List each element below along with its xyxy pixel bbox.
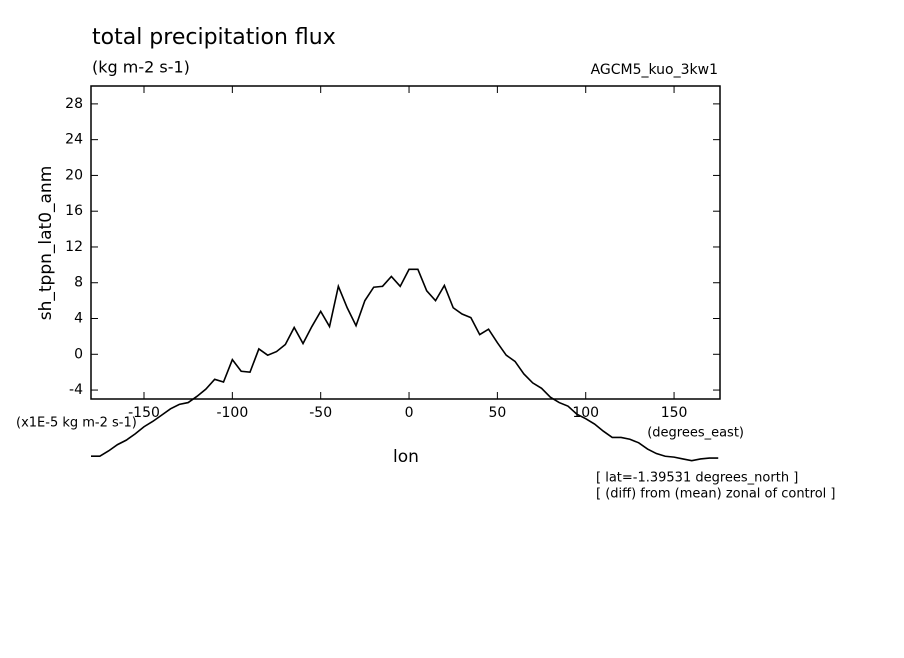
x-tick-label: 50 (488, 405, 506, 421)
x-units: (degrees_east) (647, 426, 744, 441)
y-units: (x1E-5 kg m-2 s-1) (16, 416, 137, 431)
x-tick-label: 0 (405, 405, 414, 421)
chart-title: total precipitation flux (92, 25, 336, 50)
y-tick-label: 20 (65, 167, 83, 183)
data-line (91, 268, 719, 462)
x-tick-label: 100 (572, 405, 599, 421)
y-tick-label: 8 (74, 275, 83, 291)
y-tick-label: 12 (65, 239, 83, 255)
y-tick-label: -4 (69, 382, 83, 398)
y-tick-label: 24 (65, 132, 83, 148)
y-tick-label: 16 (65, 203, 83, 219)
x-axis-label: lon (393, 447, 419, 467)
note: [ (diff) from (mean) zonal of control ] (596, 487, 835, 502)
y-tick-label: 0 (74, 346, 83, 362)
x-tick-label: -100 (216, 405, 248, 421)
chart-subtitle: (kg m-2 s-1) (92, 58, 190, 77)
x-tick-label: -150 (128, 405, 160, 421)
x-tick-label: -50 (309, 405, 332, 421)
note: [ lat=-1.39531 degrees_north ] (596, 471, 798, 486)
y-axis-label: sh_tppn_lat0_anm (36, 166, 56, 321)
plot-frame (90, 85, 721, 400)
y-tick-label: 28 (65, 96, 83, 112)
x-tick-label: 150 (661, 405, 688, 421)
dataset-label: AGCM5_kuo_3kw1 (591, 62, 718, 78)
y-tick-label: 4 (74, 311, 83, 327)
